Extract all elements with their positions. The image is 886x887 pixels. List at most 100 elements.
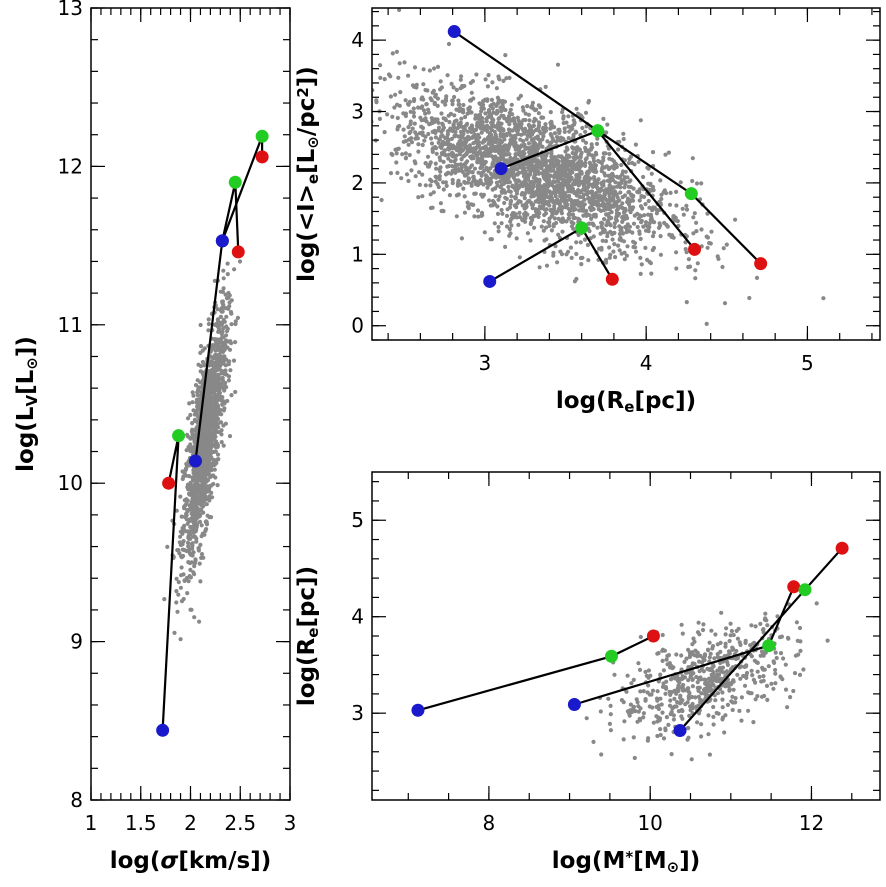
cloud-point: [463, 180, 468, 185]
cloud-point: [218, 314, 223, 319]
cloud-point: [631, 735, 636, 740]
cloud-point: [191, 521, 196, 526]
cloud-point: [608, 703, 613, 709]
cloud-point: [457, 152, 462, 157]
cloud-point: [617, 237, 622, 242]
cloud-point: [633, 142, 639, 147]
cloud-point: [428, 160, 433, 165]
cloud-point: [216, 353, 221, 358]
cloud-point: [401, 139, 406, 144]
cloud-point: [631, 704, 637, 710]
cloud-point: [604, 260, 609, 265]
cloud-point: [446, 41, 452, 47]
cloud-point: [625, 709, 631, 714]
cloud-point: [628, 178, 633, 183]
cloud-point: [198, 344, 204, 349]
cloud-point: [186, 487, 191, 492]
red-marker: [754, 257, 768, 271]
cloud-point: [584, 124, 589, 129]
cloud-point: [302, 21, 306, 25]
cloud-point: [178, 637, 183, 642]
cloud-point: [693, 268, 698, 273]
cloud-point: [540, 144, 545, 149]
cloud-point: [631, 244, 636, 250]
cloud-point: [574, 130, 579, 135]
cloud-point: [187, 492, 192, 497]
cloud-point: [197, 561, 202, 566]
cloud-point: [690, 661, 695, 666]
cloud-point: [522, 181, 527, 186]
cloud-point: [690, 156, 695, 161]
cloud-point: [570, 126, 575, 131]
cloud-point: [586, 152, 591, 157]
cloud-point: [436, 120, 441, 125]
cloud-point: [447, 144, 452, 149]
cloud-point: [544, 263, 550, 268]
cloud-point: [223, 380, 228, 385]
cloud-point: [614, 162, 619, 167]
cloud-point: [646, 675, 651, 680]
cloud-point: [678, 180, 683, 185]
cloud-point: [693, 276, 698, 281]
cloud-point: [509, 112, 515, 117]
cloud-point: [461, 110, 466, 115]
cloud-point: [513, 177, 518, 183]
cloud-point: [449, 81, 454, 86]
cloud-point: [552, 188, 557, 194]
cloud-point: [501, 157, 507, 163]
cloud-point: [440, 127, 446, 132]
cloud-point: [445, 164, 450, 169]
cloud-point: [608, 229, 613, 234]
cloud-point: [760, 665, 765, 671]
cloud-point: [525, 104, 530, 109]
cloud-point: [638, 271, 643, 276]
cloud-point: [379, 197, 384, 203]
cloud-point: [574, 106, 579, 111]
cloud-point: [601, 230, 606, 235]
cloud-point: [699, 691, 704, 696]
cloud-point: [406, 125, 411, 130]
cloud-point: [189, 560, 194, 565]
cloud-point: [618, 174, 623, 179]
cloud-point: [537, 142, 542, 147]
cloud-point: [191, 408, 196, 413]
cloud-point: [209, 490, 214, 495]
cloud-point: [450, 129, 456, 134]
cloud-point: [537, 211, 542, 216]
cloud-point: [608, 712, 613, 717]
cloud-point: [643, 698, 648, 703]
cloud-point: [195, 476, 200, 481]
cloud-point: [559, 170, 564, 175]
cloud-point: [771, 686, 776, 691]
cloud-point: [778, 674, 783, 679]
cloud-point: [224, 314, 229, 319]
cloud-point: [523, 162, 528, 167]
cloud-point: [668, 698, 673, 703]
cloud-point: [205, 478, 211, 483]
cloud-point: [643, 202, 648, 207]
cloud-point: [621, 178, 626, 183]
cloud-point: [724, 626, 729, 631]
red-marker: [255, 150, 269, 164]
cloud-point: [616, 147, 621, 152]
cloud-point: [549, 161, 554, 166]
cloud-point: [479, 130, 484, 135]
cloud-point: [531, 129, 536, 134]
cloud-point: [190, 400, 195, 405]
cloud-point: [417, 182, 422, 187]
cloud-point: [723, 713, 728, 718]
cloud-point: [537, 265, 542, 270]
cloud-point: [198, 500, 203, 505]
cloud-point: [547, 223, 552, 228]
cloud-point: [508, 133, 513, 138]
cloud-point: [606, 166, 612, 172]
cloud-point: [692, 653, 697, 658]
cloud-point: [207, 361, 212, 367]
cloud-point: [515, 115, 520, 120]
cloud-point: [526, 165, 531, 170]
red-marker: [688, 242, 702, 256]
cloud-point: [621, 216, 626, 221]
cloud-point: [560, 219, 565, 224]
cloud-point: [573, 157, 578, 162]
cloud-point: [219, 432, 224, 437]
